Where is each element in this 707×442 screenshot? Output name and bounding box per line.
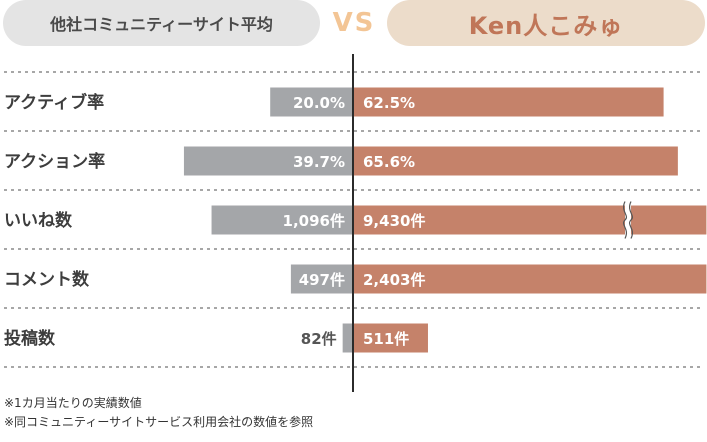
axis-break-line: [622, 201, 628, 239]
ken-community-label: Ken人こみゅ: [468, 11, 624, 40]
ken-community-pill: Ken人こみゅ: [387, 0, 705, 46]
footnote-source: ※同コミュニティーサイトサービス利用会社の数値を参照: [4, 415, 314, 429]
ken-community-value-label: 511件: [363, 330, 409, 348]
ken-community-value-label: 62.5%: [363, 94, 415, 112]
ken-community-bar: [353, 323, 428, 353]
comparison-bar-chart: アクティブ率 20.0% 62.5% アクション率 39.7% 65.6% いいね数 1,09…: [4, 54, 707, 392]
category-label: アクティブ率: [4, 92, 104, 113]
competitor-value-label: 39.7%: [293, 153, 345, 171]
competitor-average-pill: 他社コミュニティーサイト平均: [3, 0, 320, 46]
category-label: コメント数: [4, 269, 90, 290]
ken-community-bar: [353, 264, 707, 294]
category-label: いいね数: [4, 210, 73, 231]
competitor-bar: [342, 323, 353, 353]
competitor-average-label: 他社コミュニティーサイト平均: [50, 15, 273, 34]
category-label: アクション率: [4, 151, 105, 172]
vs-label: VS: [332, 8, 376, 38]
ken-community-value-label: 2,403件: [363, 271, 425, 289]
ken-community-value-label: 9,430件: [363, 212, 425, 230]
competitor-value-label: 20.0%: [293, 94, 345, 112]
ken-community-bar: [353, 87, 664, 117]
category-label: 投稿数: [4, 328, 56, 349]
competitor-bar: [290, 264, 353, 294]
ken-community-bar: [353, 205, 707, 235]
competitor-bar: [183, 146, 353, 176]
axis-break-line: [628, 201, 634, 239]
footnote-monthly: ※1カ月当たりの実績数値: [4, 396, 142, 410]
competitor-bar: [211, 205, 353, 235]
competitor-bar: [270, 87, 353, 117]
competitor-value-label: 1,096件: [283, 212, 345, 230]
competitor-value-label: 82件: [301, 330, 337, 348]
competitor-value-label: 497件: [299, 271, 345, 289]
axis-break-gap: [625, 202, 631, 238]
ken-community-bar: [353, 146, 678, 176]
ken-community-value-label: 65.6%: [363, 153, 415, 171]
